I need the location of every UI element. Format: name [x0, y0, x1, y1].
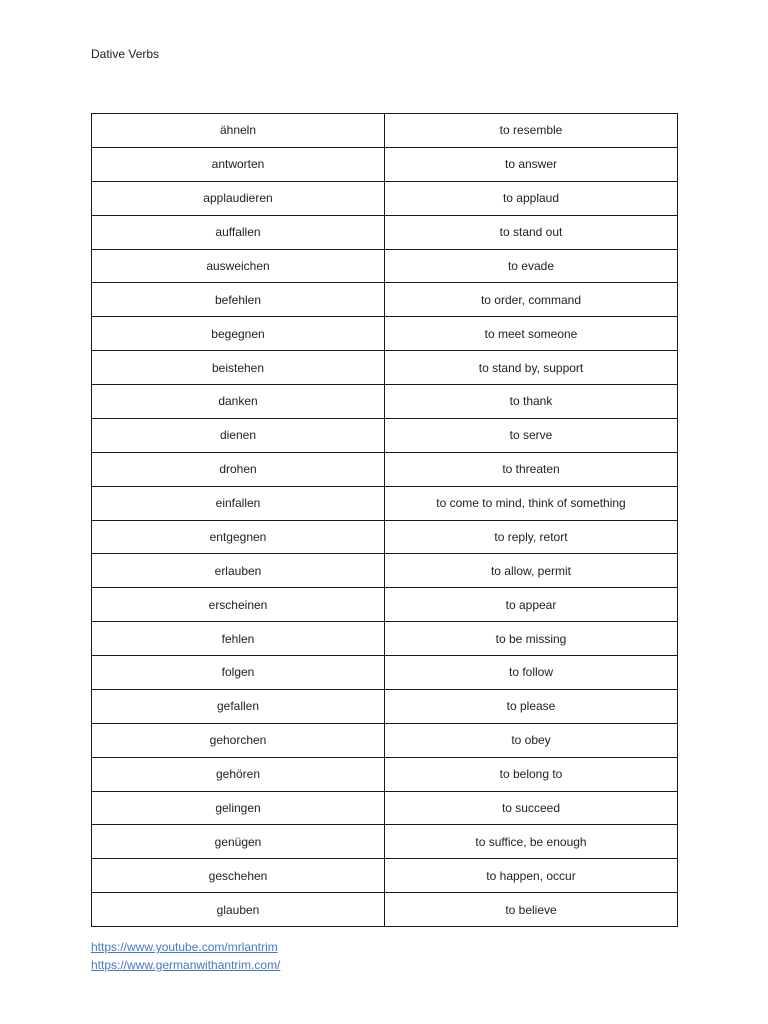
- german-verb-cell: gehören: [91, 756, 385, 792]
- german-verb-cell: gefallen: [91, 688, 385, 724]
- german-verb-cell: danken: [91, 384, 385, 419]
- table-row: genügen to suffice, be enough: [91, 824, 678, 860]
- german-verb-cell: gelingen: [91, 790, 385, 826]
- english-meaning-cell: to thank: [384, 384, 678, 419]
- table-row: glauben to believe: [91, 892, 678, 927]
- table-row: befehlen to order, command: [91, 282, 678, 318]
- german-verb-cell: befehlen: [91, 282, 385, 318]
- german-verb-cell: einfallen: [91, 485, 385, 521]
- german-verb-cell: antworten: [91, 146, 385, 182]
- english-meaning-cell: to obey: [384, 722, 678, 758]
- english-meaning-cell: to please: [384, 688, 678, 724]
- german-verb-cell: auffallen: [91, 214, 385, 250]
- table-row: entgegnen to reply, retort: [91, 519, 678, 555]
- table-row: folgen to follow: [91, 655, 678, 690]
- germanwithantrim-link[interactable]: https://www.germanwithantrim.com/: [91, 958, 281, 972]
- german-verb-cell: geschehen: [91, 858, 385, 894]
- table-row: ähneln to resemble: [91, 113, 678, 148]
- table-row: ausweichen to evade: [91, 248, 678, 284]
- english-meaning-cell: to meet someone: [384, 316, 678, 352]
- page-title: Dative Verbs: [91, 47, 160, 61]
- english-meaning-cell: to answer: [384, 146, 678, 182]
- english-meaning-cell: to order, command: [384, 282, 678, 318]
- german-verb-cell: gehorchen: [91, 722, 385, 758]
- english-meaning-cell: to evade: [384, 248, 678, 284]
- english-meaning-cell: to resemble: [384, 113, 678, 148]
- table-row: geschehen to happen, occur: [91, 858, 678, 894]
- table-row: gefallen to please: [91, 688, 678, 724]
- english-meaning-cell: to be missing: [384, 621, 678, 656]
- english-meaning-cell: to succeed: [384, 790, 678, 826]
- german-verb-cell: glauben: [91, 892, 385, 927]
- german-verb-cell: dienen: [91, 417, 385, 453]
- table-row: gelingen to succeed: [91, 790, 678, 826]
- english-meaning-cell: to believe: [384, 892, 678, 927]
- table-row: begegnen to meet someone: [91, 316, 678, 352]
- table-row: fehlen to be missing: [91, 621, 678, 656]
- links-block: https://www.youtube.com/mrlantrim https:…: [91, 938, 280, 974]
- english-meaning-cell: to come to mind, think of something: [384, 485, 678, 521]
- table-row: danken to thank: [91, 384, 678, 419]
- english-meaning-cell: to stand by, support: [384, 350, 678, 385]
- table-row: applaudieren to applaud: [91, 180, 678, 216]
- german-verb-cell: begegnen: [91, 316, 385, 352]
- table-row: erlauben to allow, permit: [91, 553, 678, 589]
- german-verb-cell: applaudieren: [91, 180, 385, 216]
- table-row: auffallen to stand out: [91, 214, 678, 250]
- english-meaning-cell: to stand out: [384, 214, 678, 250]
- table-row: beistehen to stand by, support: [91, 350, 678, 385]
- german-verb-cell: genügen: [91, 824, 385, 860]
- table-row: gehören to belong to: [91, 756, 678, 792]
- english-meaning-cell: to threaten: [384, 451, 678, 487]
- english-meaning-cell: to serve: [384, 417, 678, 453]
- table-row: erscheinen to appear: [91, 587, 678, 623]
- youtube-link[interactable]: https://www.youtube.com/mrlantrim: [91, 940, 278, 954]
- english-meaning-cell: to reply, retort: [384, 519, 678, 555]
- german-verb-cell: ausweichen: [91, 248, 385, 284]
- german-verb-cell: erlauben: [91, 553, 385, 589]
- table-row: gehorchen to obey: [91, 722, 678, 758]
- german-verb-cell: entgegnen: [91, 519, 385, 555]
- dative-verbs-table: ähneln to resemble antworten to answer appla…: [91, 113, 678, 927]
- german-verb-cell: beistehen: [91, 350, 385, 385]
- table-row: antworten to answer: [91, 146, 678, 182]
- verbs-table-body: ähneln to resemble antworten to answer appla…: [91, 113, 678, 927]
- english-meaning-cell: to applaud: [384, 180, 678, 216]
- english-meaning-cell: to belong to: [384, 756, 678, 792]
- german-verb-cell: erscheinen: [91, 587, 385, 623]
- english-meaning-cell: to suffice, be enough: [384, 824, 678, 860]
- english-meaning-cell: to allow, permit: [384, 553, 678, 589]
- table-row: dienen to serve: [91, 417, 678, 453]
- english-meaning-cell: to appear: [384, 587, 678, 623]
- table-row: drohen to threaten: [91, 451, 678, 487]
- german-verb-cell: folgen: [91, 655, 385, 690]
- english-meaning-cell: to happen, occur: [384, 858, 678, 894]
- german-verb-cell: drohen: [91, 451, 385, 487]
- table-row: einfallen to come to mind, think of somet…: [91, 485, 678, 521]
- german-verb-cell: fehlen: [91, 621, 385, 656]
- english-meaning-cell: to follow: [384, 655, 678, 690]
- german-verb-cell: ähneln: [91, 113, 385, 148]
